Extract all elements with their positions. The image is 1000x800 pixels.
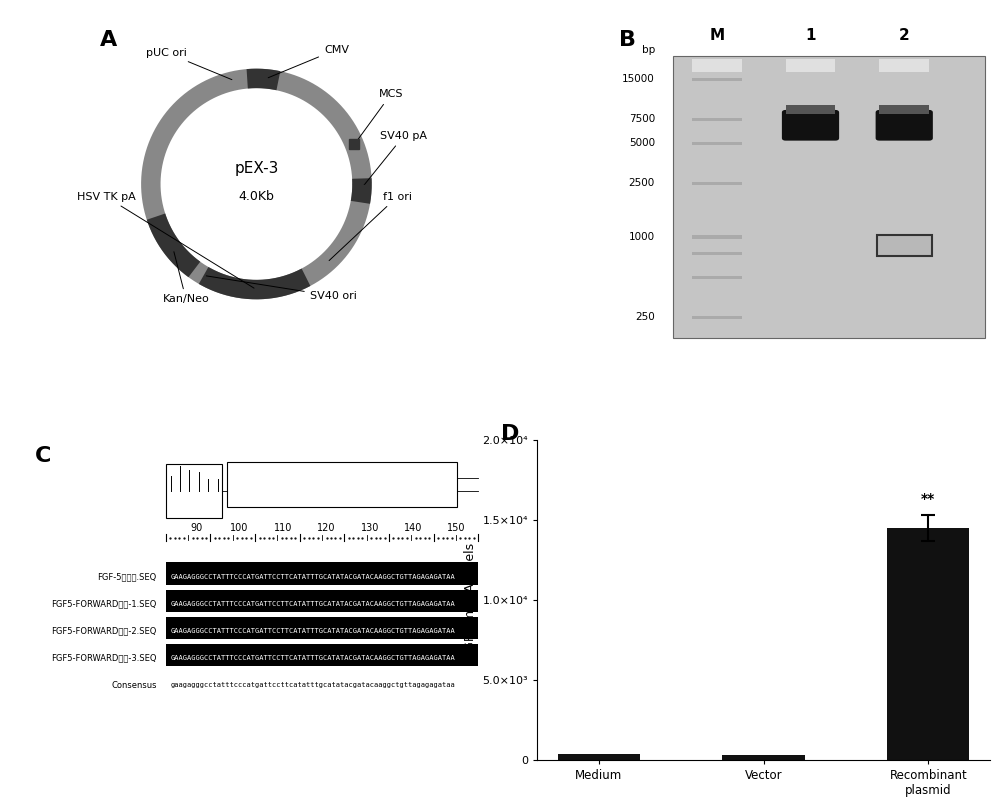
Polygon shape [147, 181, 155, 195]
Text: 7500: 7500 [629, 114, 655, 124]
Text: f1 ori: f1 ori [329, 192, 412, 261]
Text: 4.0Kb: 4.0Kb [238, 190, 274, 203]
Text: Kan/Neo: Kan/Neo [163, 252, 209, 304]
Text: 140: 140 [404, 523, 422, 534]
Text: SV40 pA: SV40 pA [364, 131, 427, 186]
Text: GAAGAGGGCCTATTTCCCATGATTCCTTCATATTTGCATATACGATACAAGGCTGTTAGAGAGATAA: GAAGAGGGCCTATTTCCCATGATTCCTTCATATTTGCATA… [170, 601, 455, 606]
Text: 110: 110 [274, 523, 292, 534]
Bar [879, 59, 929, 72]
Bar [166, 644, 478, 666]
Polygon shape [353, 212, 362, 226]
Text: GAAGAGGGCCTATTTCCCATGATTCCTTCATATTTGCATATACGATACAAGGCTGTTAGAGAGATAA: GAAGAGGGCCTATTTCCCATGATTCCTTCATATTTGCATA… [170, 628, 455, 634]
FancyBboxPatch shape [782, 110, 839, 141]
Text: 100: 100 [230, 523, 249, 534]
Bar [558, 754, 640, 760]
Text: 5000: 5000 [629, 138, 655, 148]
Bar [692, 118, 742, 122]
Bar [692, 252, 742, 255]
Bar [692, 235, 742, 238]
Polygon shape [339, 120, 350, 134]
Text: pUC ori: pUC ori [146, 48, 232, 80]
Text: SV40 ori: SV40 ori [206, 276, 357, 301]
Text: 15000: 15000 [622, 74, 655, 84]
Text: **: ** [921, 491, 935, 506]
Text: 150: 150 [447, 523, 466, 534]
Text: 90: 90 [190, 523, 202, 534]
Text: 250: 250 [635, 312, 655, 322]
Text: FGF5-FORWARD测序-2.SEQ: FGF5-FORWARD测序-2.SEQ [51, 626, 157, 635]
Text: 2500: 2500 [629, 178, 655, 188]
Text: HSV TK pA: HSV TK pA [77, 192, 254, 288]
Bar [227, 462, 457, 507]
Text: bp: bp [642, 45, 655, 54]
Bar [786, 105, 835, 114]
FancyBboxPatch shape [876, 110, 933, 141]
Bar [166, 464, 222, 518]
Bar [692, 142, 742, 145]
Text: 2: 2 [899, 28, 910, 43]
Text: Consensus: Consensus [111, 681, 157, 690]
Text: D: D [501, 424, 519, 444]
Text: 1: 1 [805, 28, 816, 43]
Text: C: C [35, 446, 51, 466]
Text: A: A [100, 30, 117, 50]
Bar [877, 235, 932, 256]
Text: FGF5-FORWARD测序-3.SEQ: FGF5-FORWARD测序-3.SEQ [51, 654, 157, 662]
Polygon shape [284, 78, 299, 87]
Text: gaagagggcctatttcccatgattccttcatatttgcatatacgatacaaggctgttagagagataa: gaagagggcctatttcccatgattccttcatatttgcata… [170, 682, 455, 688]
Bar [786, 59, 835, 72]
Polygon shape [311, 263, 325, 274]
Text: pEX-3: pEX-3 [234, 161, 279, 175]
Bar [887, 528, 969, 760]
Text: FGF-5原序列.SEQ: FGF-5原序列.SEQ [98, 572, 157, 581]
Text: 120: 120 [317, 523, 336, 534]
Bar [166, 590, 478, 612]
Text: B: B [619, 30, 636, 50]
Text: M: M [709, 28, 724, 43]
Bar [692, 78, 742, 81]
Bar [166, 562, 478, 585]
Polygon shape [195, 89, 210, 100]
Text: GAAGAGGGCCTATTTCCCATGATTCCTTCATATTTGCATATACGATACAAGGCTGTTAGAGAGATAA: GAAGAGGGCCTATTTCCCATGATTCCTTCATATTTGCATA… [170, 574, 455, 579]
Text: 130: 130 [361, 523, 379, 534]
Bar [692, 182, 742, 186]
Bar [692, 276, 742, 279]
Text: FGF5-FORWARD测序-1.SEQ: FGF5-FORWARD测序-1.SEQ [51, 599, 157, 608]
Text: MCS: MCS [356, 90, 403, 142]
Bar [722, 755, 805, 760]
Y-axis label: FGF5 mRNA levels: FGF5 mRNA levels [464, 542, 477, 658]
Bar [673, 56, 985, 338]
Bar [692, 316, 742, 319]
Bar [692, 59, 742, 72]
Text: CMV: CMV [268, 45, 349, 78]
Bar [166, 617, 478, 639]
Polygon shape [158, 125, 168, 139]
Bar [879, 105, 929, 114]
Text: 1000: 1000 [629, 232, 655, 242]
Text: GAAGAGGGCCTATTTCCCATGATTCCTTCATATTTGCATATACGATACAAGGCTGTTAGAGAGATAA: GAAGAGGGCCTATTTCCCATGATTCCTTCATATTTGCATA… [170, 655, 455, 661]
